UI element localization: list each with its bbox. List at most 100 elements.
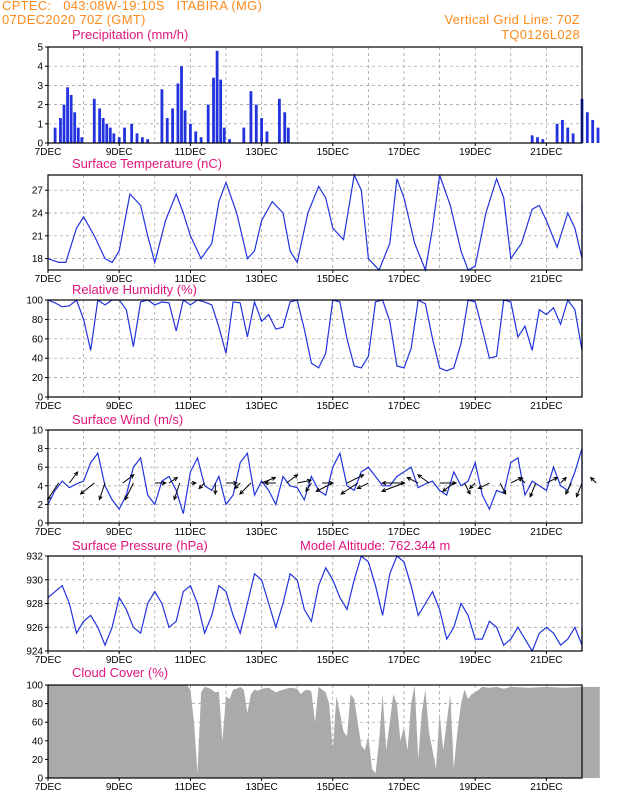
y-tick-label: 3 bbox=[37, 81, 43, 92]
wind-vector-head bbox=[198, 484, 204, 490]
x-tick-label: 17DEC bbox=[388, 527, 420, 538]
precip-bar bbox=[53, 127, 57, 143]
wind-vector bbox=[68, 471, 79, 484]
wind-vector-head bbox=[129, 474, 135, 479]
x-tick-label: 13DEC bbox=[245, 401, 277, 412]
wind-vector-head bbox=[73, 471, 79, 477]
wind-vector bbox=[357, 482, 369, 489]
model-altitude: Model Altitude: 762.344 m bbox=[300, 538, 450, 553]
wind-vector bbox=[560, 477, 567, 484]
x-tick-label: 9DEC bbox=[106, 401, 133, 412]
precip-bar bbox=[278, 98, 281, 143]
panel-title: Surface Wind (m/s) bbox=[72, 412, 183, 427]
plot-frame bbox=[47, 46, 583, 144]
precip-bar bbox=[105, 123, 109, 143]
precip-bar bbox=[62, 104, 66, 143]
precip-bar bbox=[76, 127, 80, 143]
y-tick-label: 40 bbox=[32, 736, 44, 747]
wind-vector-head bbox=[161, 480, 167, 486]
precip-bar bbox=[222, 127, 226, 143]
precip-bar bbox=[286, 127, 290, 143]
wind-vector bbox=[590, 477, 597, 484]
plot-frame bbox=[47, 684, 583, 779]
wind-vector-head bbox=[124, 495, 129, 501]
x-tick-label: 21DEC bbox=[530, 274, 562, 285]
wind-vector bbox=[469, 482, 476, 489]
panel-title: Cloud Cover (%) bbox=[72, 665, 168, 680]
precip-bar bbox=[66, 87, 69, 143]
cloud-cover-area bbox=[48, 685, 600, 778]
precip-bar bbox=[180, 66, 183, 143]
y-tick-label: 10 bbox=[32, 426, 44, 437]
wind-vector bbox=[417, 474, 430, 484]
y-tick-label: 0 bbox=[37, 774, 43, 785]
panel-title: Surface Temperature (nC) bbox=[72, 156, 222, 171]
wind-vector-head bbox=[468, 484, 474, 490]
x-tick-label: 9DEC bbox=[106, 527, 133, 538]
x-tick-label: 19DEC bbox=[459, 782, 491, 793]
wind-vector-head bbox=[417, 474, 422, 479]
x-tick-label: 11DEC bbox=[175, 782, 207, 793]
wind-vector bbox=[124, 482, 134, 500]
wind-vector bbox=[80, 482, 95, 495]
precip-bar bbox=[80, 137, 84, 143]
wind-vector bbox=[546, 477, 558, 484]
x-tick-label: 17DEC bbox=[388, 655, 420, 666]
y-tick-label: 928 bbox=[26, 599, 43, 610]
x-tick-label: 19DEC bbox=[459, 655, 491, 666]
x-tick-label: 15DEC bbox=[317, 274, 349, 285]
precip-bar bbox=[536, 137, 539, 143]
precip-bar bbox=[215, 50, 219, 144]
precip-bar bbox=[69, 95, 73, 143]
precip-bar bbox=[176, 83, 180, 143]
wind-vector bbox=[340, 482, 358, 495]
wind-vector-head bbox=[315, 487, 321, 492]
wind-vector bbox=[529, 482, 537, 497]
panel-5: Surface Pressure (hPa) Model Altitude: 76… bbox=[26, 538, 583, 666]
y-tick-label: 27 bbox=[32, 186, 44, 197]
y-tick-label: 926 bbox=[26, 623, 43, 634]
x-tick-label: 19DEC bbox=[459, 527, 491, 538]
precip-bar bbox=[194, 131, 198, 143]
x-tick-label: 15DEC bbox=[317, 401, 349, 412]
precip-bar bbox=[98, 108, 102, 143]
y-tick-label: 80 bbox=[32, 699, 44, 710]
station-header: CPTEC: 043:08W-19:10S ITABIRA (MG) bbox=[2, 0, 263, 13]
precip-bar bbox=[183, 110, 187, 143]
x-tick-label: 17DEC bbox=[388, 401, 420, 412]
precip-bar bbox=[254, 104, 258, 143]
wind-vector-head bbox=[306, 478, 313, 484]
precip-bar bbox=[571, 133, 575, 143]
x-tick-label: 9DEC bbox=[106, 655, 133, 666]
wind-vector-head bbox=[340, 490, 346, 495]
x-tick-label: 19DEC bbox=[459, 274, 491, 285]
wind-vector-head bbox=[381, 480, 387, 486]
plot-frame bbox=[47, 174, 583, 271]
wind-vector-head bbox=[173, 476, 179, 482]
wind-vector bbox=[198, 482, 205, 489]
y-tick-label: 8 bbox=[37, 444, 43, 455]
y-tick-label: 20 bbox=[32, 755, 44, 766]
x-tick-label: 7DEC bbox=[35, 527, 62, 538]
y-tick-label: 932 bbox=[26, 552, 43, 563]
x-tick-label: 17DEC bbox=[388, 274, 420, 285]
precip-bar bbox=[73, 112, 77, 143]
precip-bar bbox=[561, 119, 564, 143]
wind-vector bbox=[478, 482, 490, 489]
series-line bbox=[47, 554, 583, 653]
wind-vector-head bbox=[233, 480, 239, 486]
wind-vector-head bbox=[502, 490, 507, 496]
precip-bar bbox=[555, 123, 559, 143]
precip-bar bbox=[265, 131, 269, 143]
precip-bar bbox=[112, 133, 116, 143]
x-tick-label: 13DEC bbox=[245, 655, 277, 666]
wind-vector bbox=[173, 482, 181, 500]
precip-bar bbox=[140, 137, 144, 143]
wind-vector-head bbox=[518, 476, 524, 482]
y-tick-label: 0 bbox=[37, 519, 43, 530]
wind-vector bbox=[168, 477, 178, 484]
x-tick-label: 13DEC bbox=[245, 274, 277, 285]
x-tick-label: 7DEC bbox=[35, 782, 62, 793]
precip-bar bbox=[135, 133, 139, 143]
x-tick-label: 7DEC bbox=[35, 655, 62, 666]
